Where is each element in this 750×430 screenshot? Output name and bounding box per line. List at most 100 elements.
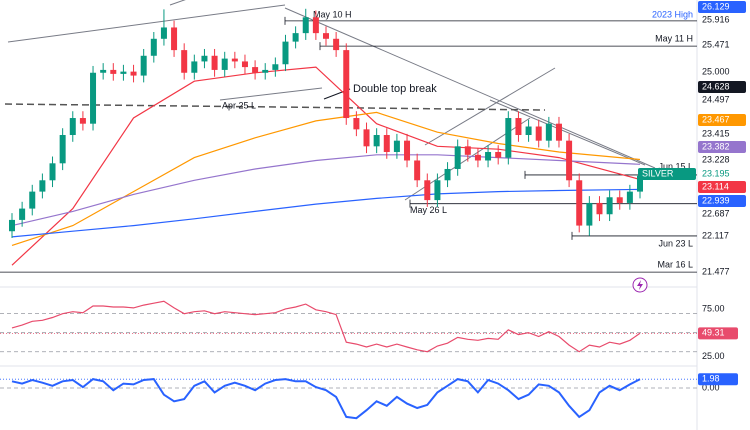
- candle-body: [282, 41, 289, 65]
- candle-body: [221, 58, 228, 70]
- candle-body: [363, 129, 370, 147]
- arrow: [169, 0, 186, 6]
- moving-average: [11, 111, 641, 246]
- price-label: 25.471: [702, 39, 730, 49]
- candle-body: [130, 71, 137, 76]
- candle-body: [454, 146, 461, 169]
- candle-body: [444, 168, 451, 181]
- moving-average: [11, 66, 641, 266]
- symbol-label: SILVER: [642, 168, 674, 178]
- trendline: [489, 99, 646, 166]
- candle-body: [515, 118, 522, 136]
- annotation: 2023 High: [652, 9, 693, 19]
- level-label: May 26 L: [410, 205, 447, 215]
- candle-body: [586, 202, 593, 226]
- candle-body: [474, 154, 481, 161]
- price-label: 26.129: [702, 1, 730, 11]
- value-badge: [698, 327, 738, 340]
- candle-body: [312, 17, 319, 34]
- price-label: 22.687: [702, 208, 730, 218]
- candle-body: [100, 69, 107, 73]
- candle-body: [49, 163, 56, 181]
- value-badge: [698, 373, 738, 386]
- candle-body: [637, 175, 643, 192]
- candle-body: [241, 61, 248, 68]
- candle-body: [191, 61, 198, 73]
- candle-body: [464, 146, 471, 155]
- price-label: 23.114: [702, 181, 729, 191]
- annotation: Apr 25 L: [222, 100, 256, 110]
- candle-body: [19, 208, 26, 220]
- candle-body: [110, 69, 117, 74]
- candle-body: [231, 58, 238, 62]
- candle-body: [262, 69, 269, 73]
- price-label: 21.477: [702, 266, 730, 276]
- candle-body: [606, 197, 613, 215]
- candle-body: [566, 140, 573, 181]
- candle-body: [576, 180, 583, 226]
- candle-body: [414, 160, 421, 181]
- candle-body: [505, 118, 512, 158]
- indicator-line: [11, 378, 641, 420]
- candle-body: [150, 38, 157, 56]
- candle-body: [140, 55, 147, 76]
- price-label: 25.916: [702, 14, 730, 24]
- candle-body: [160, 27, 167, 39]
- candle-body: [424, 180, 431, 201]
- candle-body: [252, 67, 259, 73]
- price-label: 22.117: [702, 230, 729, 240]
- y-tick-label: 0.00: [702, 382, 720, 392]
- support-line: [219, 87, 323, 101]
- candle-body: [171, 27, 178, 51]
- level-label: Jun 23 L: [658, 238, 693, 248]
- value-label: 1.98: [702, 374, 720, 384]
- annotation: Double top break: [353, 83, 437, 95]
- candle-body: [434, 180, 441, 201]
- candle-body: [485, 151, 492, 161]
- candle-body: [596, 202, 603, 215]
- candle-body: [29, 191, 36, 209]
- candle-body: [626, 191, 633, 203]
- channel-line: [424, 67, 556, 146]
- indicator-line: [11, 300, 641, 353]
- trendline: [284, 7, 656, 169]
- candle-body: [201, 55, 208, 62]
- candle-body: [373, 135, 380, 147]
- symbol-badge: [638, 168, 696, 180]
- y-tick-label: 25.00: [702, 351, 725, 361]
- candle-body: [404, 140, 411, 161]
- price-badge: [698, 81, 746, 93]
- price-label: 23.415: [702, 128, 730, 138]
- candle-body: [495, 151, 502, 158]
- price-label: 23.382: [702, 141, 730, 151]
- candle-body: [393, 140, 400, 152]
- price-label: 22.939: [702, 195, 730, 205]
- price-label: 24.497: [702, 94, 730, 104]
- candle-body: [79, 118, 86, 124]
- candle-body: [323, 33, 329, 39]
- candle-body: [343, 50, 350, 119]
- moving-average: [11, 154, 641, 227]
- candle-body: [69, 118, 76, 136]
- candle-body: [39, 180, 46, 192]
- value-label: 49.31: [702, 328, 725, 338]
- candle-body: [353, 118, 360, 130]
- price-label: 24.628: [702, 81, 730, 91]
- price-badge: [698, 195, 746, 207]
- candle-body: [211, 55, 218, 70]
- price-badge: [698, 1, 746, 13]
- candle-body: [292, 33, 299, 42]
- candle-body: [120, 71, 127, 74]
- candle-body: [59, 135, 66, 164]
- candle-body: [383, 135, 390, 152]
- price-label: 25.000: [702, 66, 730, 76]
- y-tick-label: 75.00: [702, 303, 725, 313]
- candle-body: [535, 126, 542, 141]
- candle-body: [616, 197, 623, 203]
- candle-body: [90, 72, 97, 124]
- level-label: May 11 H: [655, 33, 693, 43]
- candle-body: [555, 123, 562, 141]
- candle-body: [545, 123, 552, 141]
- price-label: 23.195: [702, 168, 730, 178]
